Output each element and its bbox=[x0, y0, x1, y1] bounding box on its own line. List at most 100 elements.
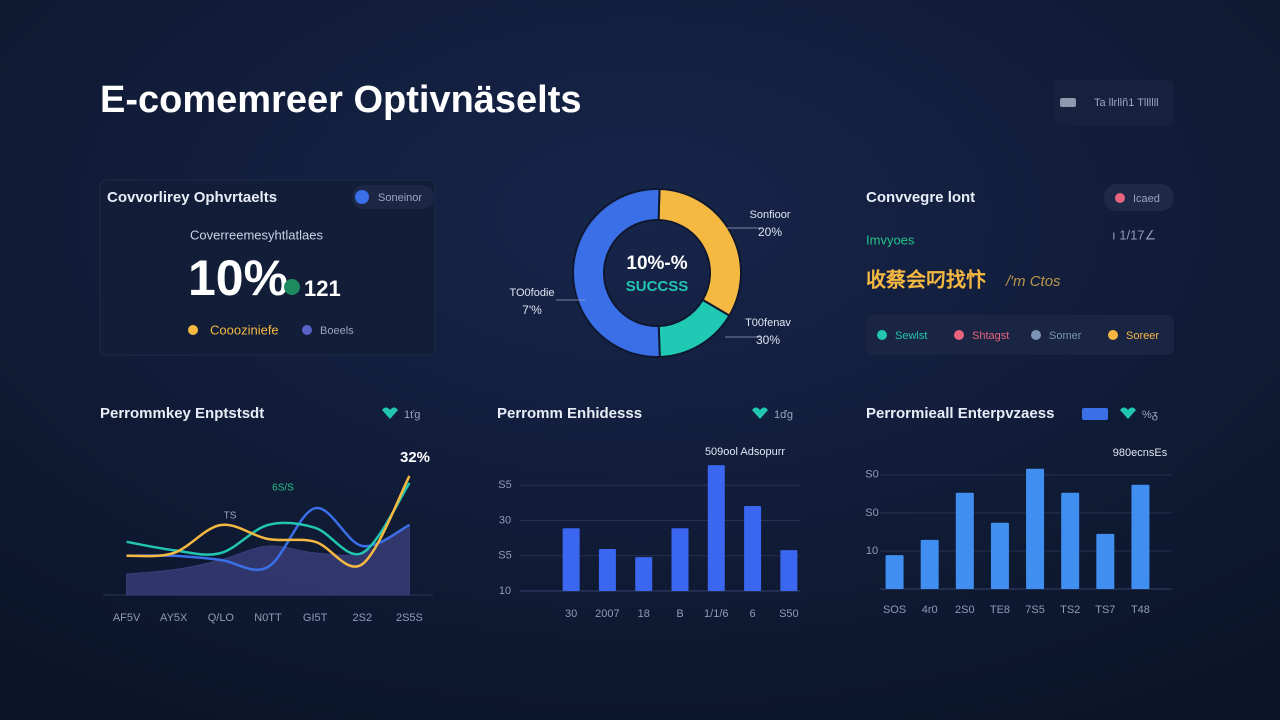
legend-label: 1ťg bbox=[404, 409, 420, 421]
y-tick-label: 30 bbox=[499, 514, 511, 526]
status-legend-box bbox=[866, 315, 1174, 355]
legend-label: 1ďg bbox=[774, 409, 793, 421]
callout-value: 7'% bbox=[522, 303, 542, 317]
donut-center-subtitle: SUCCSS bbox=[626, 278, 689, 295]
bar bbox=[885, 555, 904, 589]
bar bbox=[1026, 468, 1045, 589]
kpi-badge-icon bbox=[355, 190, 369, 204]
legend-dot bbox=[302, 325, 312, 335]
x-tick-label: 4r0 bbox=[922, 604, 938, 616]
status-badge[interactable]: Icaed bbox=[1133, 193, 1160, 205]
area bbox=[126, 524, 410, 596]
x-tick-label: 2S5S bbox=[396, 612, 423, 624]
legend-dot bbox=[877, 330, 887, 340]
legend-dot bbox=[1108, 330, 1118, 340]
x-tick-label: 2S2 bbox=[352, 612, 372, 624]
x-tick-label: SOS bbox=[883, 604, 906, 616]
bar bbox=[990, 522, 1009, 589]
legend-dot bbox=[1031, 330, 1041, 340]
legend-label: Boeels bbox=[320, 325, 354, 337]
annotation: 6S/S bbox=[272, 483, 294, 494]
status-title: Convvegre lont bbox=[866, 189, 975, 206]
annotation: 980ecnsEs bbox=[1113, 447, 1168, 459]
header-badge[interactable]: Ta llrllñ1 Tllllll bbox=[1094, 97, 1159, 109]
kpi-value: 10% bbox=[188, 250, 288, 306]
x-tick-label: TS2 bbox=[1060, 604, 1080, 616]
legend-dot bbox=[188, 325, 198, 335]
bar bbox=[707, 465, 725, 591]
donut-center-title: 10%-% bbox=[626, 253, 687, 274]
status-badge-dot bbox=[1115, 193, 1125, 203]
x-tick-label: TE8 bbox=[990, 604, 1010, 616]
legend-label: %ᵹ bbox=[1142, 409, 1158, 421]
x-tick-label: Q/LO bbox=[208, 612, 235, 624]
status-side: ı 1/17∠ bbox=[1112, 227, 1156, 242]
callout-name: T00fenav bbox=[745, 317, 791, 329]
chart-title: Perrommkey Enptstsdt bbox=[100, 405, 264, 422]
callout-value: 20% bbox=[758, 225, 782, 239]
x-tick-label: B bbox=[676, 608, 683, 620]
x-tick-label: N0TT bbox=[254, 612, 282, 624]
callout-name: Sonfioor bbox=[750, 209, 791, 221]
bar bbox=[671, 528, 689, 591]
bar bbox=[744, 506, 762, 591]
legend-dot bbox=[954, 330, 964, 340]
status-badge-box[interactable] bbox=[1104, 184, 1174, 211]
status-headline: 收蔡会叼找忭 bbox=[866, 267, 986, 291]
line bbox=[126, 475, 411, 568]
legend-swatch bbox=[1082, 408, 1108, 420]
legend-label: Sewlst bbox=[895, 330, 927, 342]
y-tick-label: S5 bbox=[498, 479, 511, 491]
kpi-badge[interactable]: Soneinor bbox=[378, 192, 422, 204]
legend-label: Somer bbox=[1049, 330, 1082, 342]
kpi-badge-box[interactable] bbox=[352, 185, 434, 209]
bar bbox=[1131, 484, 1150, 589]
kpi-card bbox=[99, 179, 436, 356]
bar bbox=[780, 550, 798, 591]
y-tick-label: S5 bbox=[498, 550, 511, 562]
x-tick-label: AY5X bbox=[160, 612, 188, 624]
bar bbox=[598, 549, 616, 591]
legend-label: Shtagst bbox=[972, 330, 1009, 342]
status-legend: Sewlst Shtagst Somer Soreer bbox=[877, 330, 1159, 342]
bar bbox=[635, 557, 653, 591]
bar bbox=[920, 539, 939, 589]
bar bbox=[955, 492, 974, 589]
x-tick-label: 30 bbox=[565, 608, 577, 620]
annotation: 509ool Adsopurr bbox=[705, 446, 785, 458]
page-title: E-comemreer Optivnäselts bbox=[100, 79, 582, 121]
x-tick-label: T48 bbox=[1131, 604, 1150, 616]
callout-name: TO0fodie bbox=[509, 287, 554, 299]
x-tick-label: 7S5 bbox=[1025, 604, 1045, 616]
legend-icon bbox=[752, 407, 768, 419]
kpi-secondary: 121 bbox=[304, 276, 341, 301]
bar bbox=[562, 528, 580, 591]
x-tick-label: TS7 bbox=[1095, 604, 1115, 616]
bar bbox=[1096, 533, 1115, 589]
annotation: 32% bbox=[400, 449, 430, 466]
legend-label: Coooziniefe bbox=[210, 322, 279, 337]
line bbox=[126, 506, 411, 572]
x-tick-label: 2S0 bbox=[955, 604, 975, 616]
x-tick-label: 18 bbox=[638, 608, 650, 620]
bar bbox=[1061, 492, 1080, 589]
legend-label: Soreer bbox=[1126, 330, 1159, 342]
y-tick-label: 10 bbox=[866, 545, 878, 557]
y-tick-label: 10 bbox=[499, 585, 511, 597]
x-tick-label: GI5T bbox=[303, 612, 328, 624]
chart-title: Perrormieall Enterpvzaess bbox=[866, 405, 1054, 422]
x-tick-label: 1/1/6 bbox=[704, 608, 728, 620]
x-tick-label: 2007 bbox=[595, 608, 619, 620]
y-tick-label: S0 bbox=[865, 469, 878, 481]
kpi-subtitle: Coverreemesyhtlatlaes bbox=[190, 227, 323, 242]
x-tick-label: 6 bbox=[750, 608, 756, 620]
header-badge-box bbox=[1054, 80, 1174, 126]
chart-title: Perromm Enhidesss bbox=[497, 405, 642, 422]
header-icon bbox=[1060, 98, 1076, 107]
kpi-title: Covvorlirey Ophvrtaelts bbox=[107, 189, 277, 206]
callout-value: 30% bbox=[756, 333, 780, 347]
x-tick-label: S50 bbox=[779, 608, 799, 620]
status-label: Imvyoes bbox=[866, 232, 915, 247]
x-tick-label: AF5V bbox=[113, 612, 141, 624]
